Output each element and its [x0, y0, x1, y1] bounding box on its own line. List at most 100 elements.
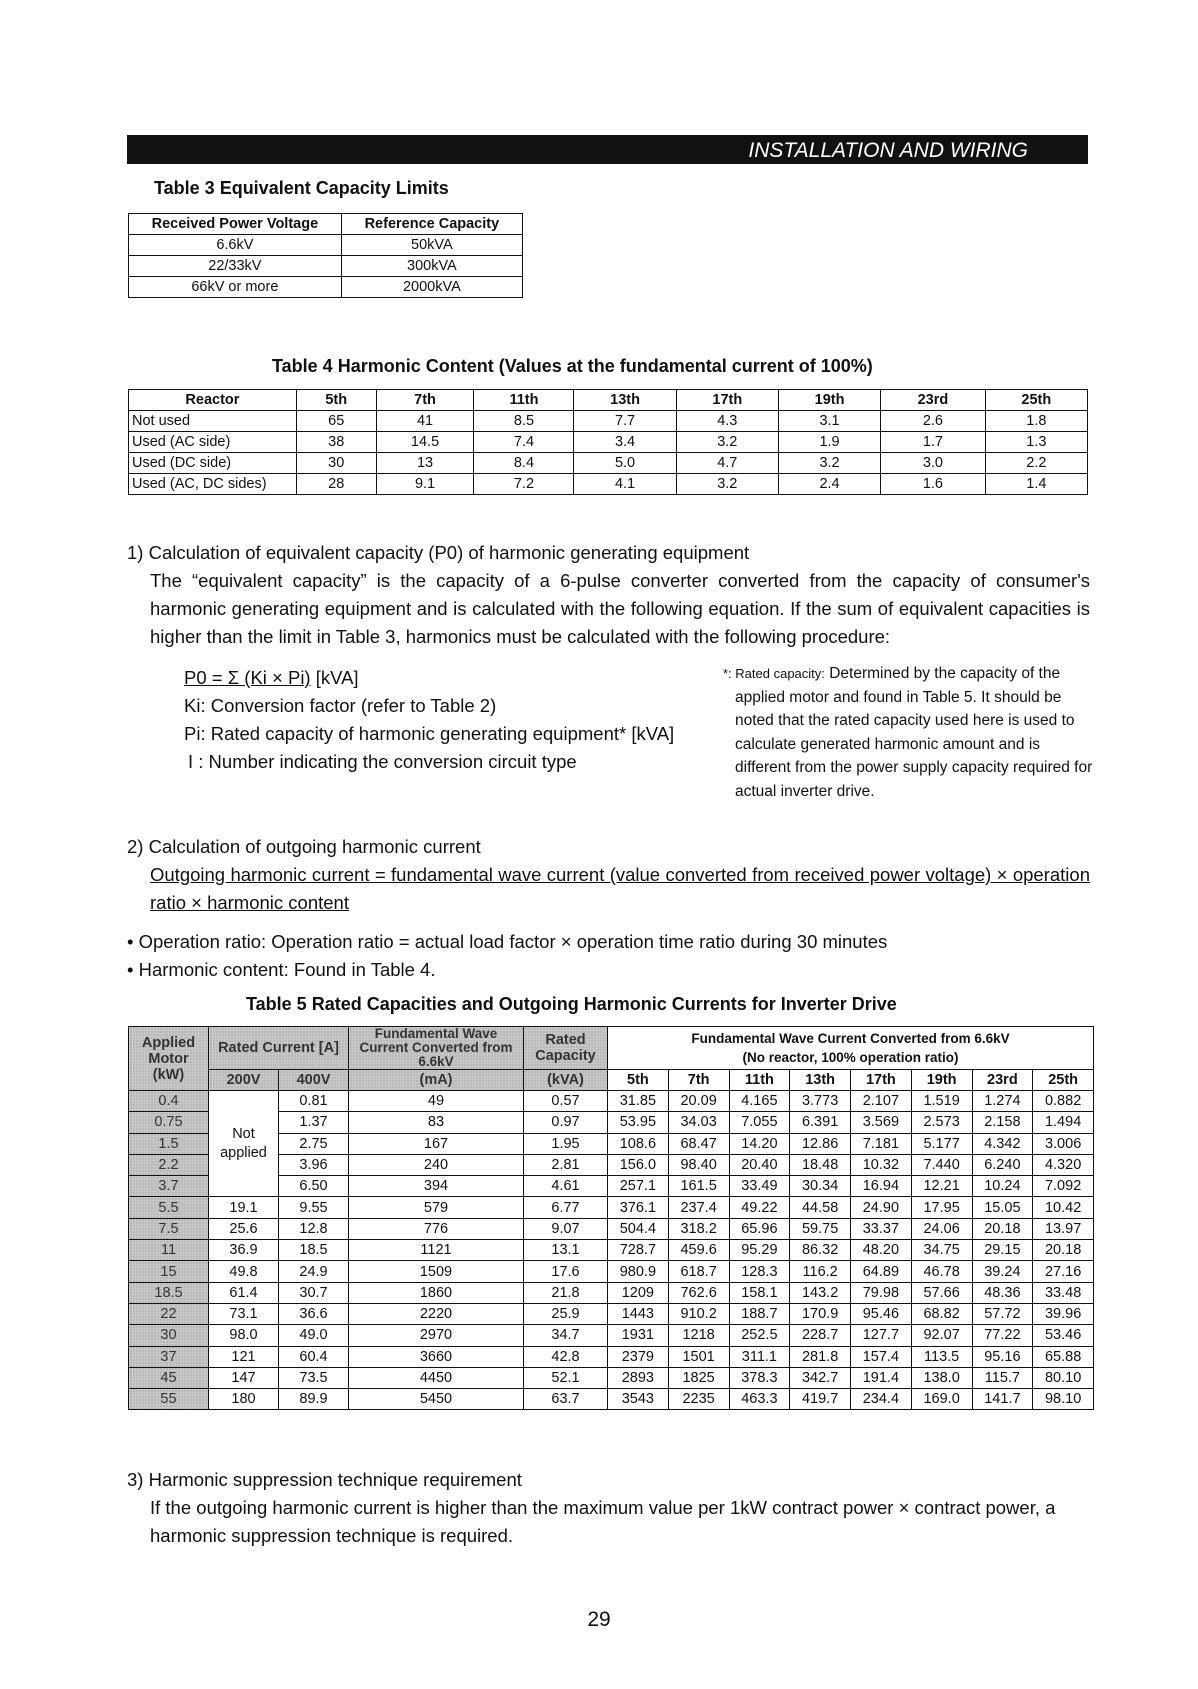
note-text: Determined by the capacity of the applie…	[735, 665, 1093, 800]
table-cell: 147	[208, 1366, 279, 1390]
table-row: Used (DC side) 30 13 8.4 5.0 4.7 3.2 3.0 2.2	[128, 452, 1089, 474]
header-cell: 25th	[984, 389, 1089, 411]
table-cell: Not used	[128, 410, 297, 432]
table-cell: 63.7	[523, 1388, 608, 1411]
motor-kw-cell: 18.5	[128, 1281, 209, 1304]
table-cell: 79.98	[850, 1281, 912, 1304]
table-row: 66kV or more 2000kVA	[128, 276, 524, 298]
header-unit-ma: (mA)	[348, 1069, 524, 1091]
table-cell: 1825	[667, 1366, 730, 1390]
bullet-operation-ratio: • Operation ratio: Operation ratio = act…	[127, 931, 888, 952]
table-row: 45 147 73.5 4450 52.1 2893 1825 378.3 342.7 191.4…	[128, 1366, 1094, 1390]
table-row: 5.5 19.1 9.55 579 6.77 376.1 237.4 49.22 44.58 24…	[128, 1196, 1094, 1219]
table-cell: 728.7	[607, 1239, 669, 1262]
table-cell: 18.48	[789, 1153, 851, 1177]
table-cell: 12.21	[910, 1175, 973, 1198]
table-cell: 3.96	[278, 1153, 349, 1177]
table-header-row: Received Power Voltage Reference Capacity	[128, 213, 524, 235]
table-cell: 95.46	[850, 1302, 912, 1326]
table-cell: 4450	[348, 1366, 524, 1390]
table-cell: 50kVA	[340, 234, 524, 256]
table-cell: 170.9	[789, 1302, 851, 1326]
table-cell: 4.1	[573, 473, 677, 495]
table-cell: 1.6	[880, 473, 986, 495]
table-cell: 281.8	[789, 1345, 851, 1368]
table-cell: 66kV or more	[128, 276, 342, 298]
table-cell: 68.82	[910, 1302, 973, 1326]
table-cell: 28	[295, 473, 377, 495]
motor-kw-cell: 45	[128, 1366, 209, 1390]
header-order: 7th	[667, 1069, 730, 1091]
table-cell: 4.3	[675, 410, 779, 432]
table-cell: 24.90	[850, 1196, 912, 1219]
table-cell: 1.8	[984, 410, 1089, 432]
table-cell: 13.97	[1032, 1217, 1094, 1241]
section-header-bar: INSTALLATION AND WIRING	[127, 135, 1088, 164]
header-cell: 7th	[375, 389, 475, 411]
header-text: Fundamental Wave Current Converted from …	[359, 1026, 513, 1069]
table-cell: 73.1	[208, 1302, 279, 1326]
table-cell: 10.42	[1032, 1196, 1094, 1219]
table-cell: 191.4	[850, 1366, 912, 1390]
table-cell: 2379	[607, 1345, 669, 1368]
table-cell: 1.95	[523, 1132, 608, 1155]
table-cell: 237.4	[667, 1196, 730, 1219]
table-row: 55 180 89.9 5450 63.7 3543 2235 463.3 419.7 234.4…	[128, 1388, 1094, 1411]
header-order: 25th	[1032, 1069, 1094, 1091]
table-cell: 3543	[607, 1388, 669, 1411]
table-cell: 24.9	[278, 1260, 349, 1283]
table4: Reactor 5th 7th 11th 13th 17th 19th 23rd 25th Not…	[128, 389, 1089, 495]
table-cell: 68.47	[667, 1132, 730, 1155]
formula-main: P0 = Σ (Ki × Pi)	[184, 667, 311, 688]
table-cell: 240	[348, 1153, 524, 1177]
header-200v: 200V	[208, 1069, 279, 1091]
table-row: 37 121 60.4 3660 42.8 2379 1501 311.1 281.8 157.4…	[128, 1345, 1094, 1368]
table-row: 22 73.1 36.6 2220 25.9 1443 910.2 188.7 170.9 95.…	[128, 1302, 1094, 1326]
table-cell: 25.9	[523, 1302, 608, 1326]
table-row: Used (AC, DC sides) 28 9.1 7.2 4.1 3.2 2.4 1.6 1…	[128, 473, 1089, 495]
table-cell: 98.40	[667, 1153, 730, 1177]
table-cell: 0.81	[278, 1089, 349, 1113]
table-row: 22/33kV 300kVA	[128, 255, 524, 277]
table-cell: 228.7	[789, 1324, 851, 1347]
motor-kw-cell: 15	[128, 1260, 209, 1283]
section2-heading: 2) Calculation of outgoing harmonic curr…	[127, 836, 481, 857]
table-cell: 1931	[607, 1324, 669, 1347]
table-cell: 3.0	[880, 452, 986, 474]
table-cell: 2893	[607, 1366, 669, 1390]
section-title: INSTALLATION AND WIRING	[748, 139, 1028, 162]
table-cell: 22/33kV	[128, 255, 342, 277]
table-cell: 158.1	[728, 1281, 791, 1304]
header-order: 19th	[910, 1069, 973, 1091]
table-cell: 3.2	[777, 452, 882, 474]
table-cell: 1.3	[984, 431, 1089, 453]
table-cell: 73.5	[278, 1366, 349, 1390]
bullet-text: Operation ratio: Operation ratio = actua…	[138, 931, 888, 952]
table-cell: 2.2	[984, 452, 1089, 474]
table-cell: 20.40	[728, 1153, 791, 1177]
table-cell: 7.2	[473, 473, 575, 495]
header-converted: Fundamental Wave Current Converted from …	[607, 1026, 1094, 1070]
table-cell: 252.5	[728, 1324, 791, 1347]
table-cell: 13	[375, 452, 475, 474]
table5: Applied Motor (kW) Rated Current [A] Funda…	[128, 1026, 1094, 1411]
motor-kw-cell: 2.2	[128, 1153, 209, 1177]
table-cell: Used (DC side)	[128, 452, 297, 474]
table-cell: 98.0	[208, 1324, 279, 1347]
table-cell: 2.158	[971, 1111, 1034, 1134]
table-cell: 762.6	[667, 1281, 730, 1304]
header-order: 23rd	[971, 1069, 1034, 1091]
table-cell: 121	[208, 1345, 279, 1368]
table-cell: 2.75	[278, 1132, 349, 1155]
table-cell: 60.4	[278, 1345, 349, 1368]
table-row: 0.4 Not applied 0.81 49 0.57 31.85 20.09 4.165 3…	[128, 1089, 1094, 1198]
table-cell: 2970	[348, 1324, 524, 1347]
table-cell: 161.5	[667, 1175, 730, 1198]
table-cell: 92.07	[910, 1324, 973, 1347]
table-cell: 13.1	[523, 1239, 608, 1262]
table-cell: 33.37	[850, 1217, 912, 1241]
table-cell: 44.58	[789, 1196, 851, 1219]
table-row: 7.5 25.6 12.8 776 9.07 504.4 318.2 65.96 59.75 33…	[128, 1217, 1094, 1241]
motor-kw-cell: 0.4	[128, 1089, 209, 1113]
section3-paragraph: If the outgoing harmonic current is high…	[150, 1497, 1056, 1546]
